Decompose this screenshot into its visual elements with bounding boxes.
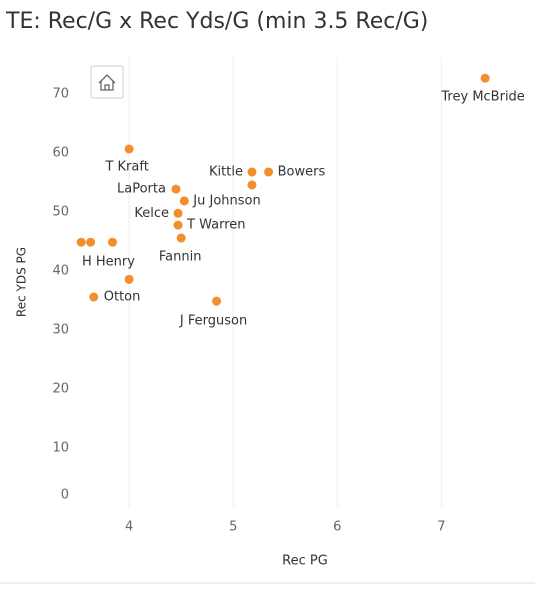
point	[124, 274, 134, 284]
x-axis-label: Rec PG	[282, 554, 328, 569]
point	[171, 184, 181, 194]
point	[176, 233, 186, 243]
point	[173, 220, 183, 230]
point	[107, 237, 117, 247]
point-label: T Warren	[186, 218, 245, 233]
point	[76, 237, 86, 247]
x-tick-label: 5	[229, 520, 237, 535]
point	[480, 73, 490, 83]
chart-title: TE: Rec/G x Rec Yds/G (min 3.5 Rec/G)	[5, 9, 428, 34]
point-label: Trey McBride	[440, 90, 524, 105]
x-tick-label: 4	[125, 520, 133, 535]
point-label: J Ferguson	[179, 314, 247, 329]
point	[124, 144, 134, 154]
point-label: Kelce	[134, 206, 169, 221]
point-label: H Henry	[82, 255, 135, 270]
home-button[interactable]	[90, 65, 124, 99]
y-tick-label: 60	[52, 146, 69, 161]
x-tick-label: 7	[437, 520, 445, 535]
point	[173, 208, 183, 218]
y-axis-label: Rec YDS PG	[15, 247, 29, 317]
y-tick-label: 30	[52, 323, 69, 338]
y-tick-label: 20	[52, 382, 69, 397]
y-tick-label: 50	[52, 205, 69, 220]
point	[247, 180, 257, 190]
point-label: Ju Johnson	[192, 193, 260, 208]
y-tick-label: 0	[61, 488, 69, 503]
point	[86, 237, 96, 247]
y-tick-label: 40	[52, 264, 69, 279]
point	[89, 292, 99, 302]
point	[264, 167, 274, 177]
x-tick-label: 6	[333, 520, 341, 535]
point-label: Fannin	[159, 250, 202, 265]
point	[247, 167, 257, 177]
point-label: LaPorta	[117, 182, 166, 197]
point	[179, 196, 189, 206]
point-label: Otton	[104, 290, 141, 305]
point-label: Kittle	[209, 165, 243, 180]
y-tick-label: 70	[52, 87, 69, 102]
point-label: T Kraft	[104, 160, 148, 175]
point	[212, 296, 222, 306]
point-label: Bowers	[278, 165, 326, 180]
y-tick-label: 10	[52, 441, 69, 456]
